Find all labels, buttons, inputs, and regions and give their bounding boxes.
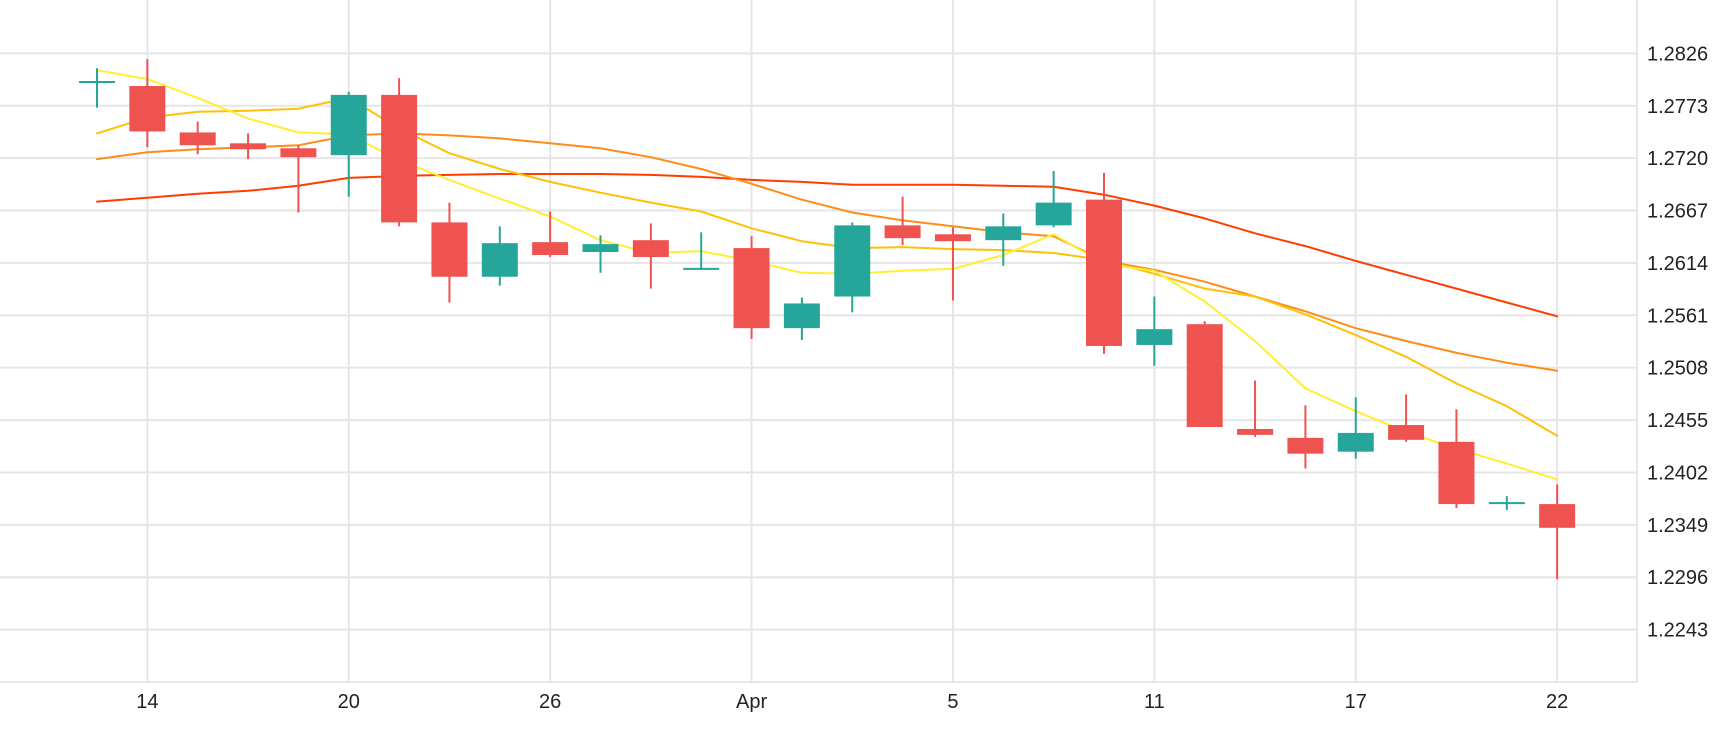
candle-up <box>985 213 1022 266</box>
candle-down <box>1438 409 1475 509</box>
candle-down <box>381 78 418 227</box>
candle-body <box>381 94 418 223</box>
candle-body <box>1337 432 1374 452</box>
candle-body <box>532 242 569 256</box>
x-tick-label: Apr <box>736 691 767 713</box>
x-axis-tick-labels: 14 20 26 Apr 5 11 17 22 <box>136 691 1568 713</box>
candle-body <box>330 94 367 156</box>
y-tick-label: 1.2614 <box>1647 253 1708 275</box>
x-tick-label: 17 <box>1345 691 1367 713</box>
candle-down <box>1237 380 1274 437</box>
y-tick-label: 1.2508 <box>1647 358 1708 380</box>
candle-body <box>632 240 669 257</box>
horizontal-gridlines <box>0 52 1637 631</box>
candle-down <box>884 196 921 246</box>
candle-down <box>230 133 267 160</box>
x-tick-label: 5 <box>947 691 958 713</box>
candle-up <box>834 222 871 313</box>
candle-down <box>280 145 317 213</box>
candle-body <box>280 148 317 158</box>
y-tick-label: 1.2296 <box>1647 567 1708 589</box>
x-tick-label: 22 <box>1546 691 1568 713</box>
candle-body <box>1287 437 1324 454</box>
candle-body <box>1186 324 1223 427</box>
x-tick-label: 20 <box>338 691 360 713</box>
candle-up <box>1337 397 1374 459</box>
candle-body <box>431 222 468 277</box>
candle-body <box>230 143 267 150</box>
candle-down <box>632 223 669 289</box>
candle-down <box>733 236 770 340</box>
candle-down <box>1388 394 1425 442</box>
x-tick-label: 14 <box>136 691 158 713</box>
candle-body <box>834 225 871 297</box>
candle-body <box>1035 202 1072 226</box>
y-tick-label: 1.2402 <box>1647 462 1708 484</box>
candle-body <box>985 226 1022 241</box>
y-tick-label: 1.2561 <box>1647 305 1708 327</box>
candle-body <box>1086 199 1122 346</box>
y-tick-label: 1.2773 <box>1647 96 1708 118</box>
x-tick-label: 26 <box>539 691 561 713</box>
candle-up <box>582 235 619 273</box>
candle-down <box>934 227 971 301</box>
y-tick-label: 1.2720 <box>1647 148 1708 170</box>
candle-down <box>179 121 216 155</box>
candle-up <box>79 68 115 108</box>
candle-body <box>783 303 820 329</box>
moving-average-lines <box>96 69 1559 481</box>
candle-body <box>179 132 216 146</box>
candles <box>79 59 1576 580</box>
y-tick-label: 1.2667 <box>1647 201 1708 223</box>
moving-average-line <box>96 173 1559 318</box>
moving-average-line <box>96 132 1559 372</box>
candle-up <box>1035 170 1072 228</box>
candle-down <box>1086 172 1122 354</box>
candle-body <box>129 85 166 132</box>
candle-down <box>1186 321 1223 427</box>
y-axis-tick-labels: 1.2826 1.2773 1.2720 1.2667 1.2614 1.2561 1.25… <box>1647 43 1708 641</box>
candle-body <box>481 243 518 277</box>
candle-down <box>1287 405 1324 469</box>
candle-body <box>884 225 921 239</box>
candle-down <box>1539 484 1576 580</box>
candle-body <box>582 244 619 253</box>
y-tick-label: 1.2243 <box>1647 620 1708 642</box>
candle-body <box>1539 504 1576 528</box>
candle-up <box>683 232 720 270</box>
candle-down <box>532 211 569 257</box>
candle-body <box>1136 329 1173 345</box>
candle-up <box>783 297 820 341</box>
moving-average-line <box>96 69 1559 481</box>
candle-down <box>129 59 166 148</box>
candle-body <box>934 234 971 242</box>
candle-up <box>330 91 367 197</box>
candle-up <box>1136 296 1173 366</box>
y-tick-label: 1.2349 <box>1647 515 1708 537</box>
candle-up <box>1488 496 1525 511</box>
x-tick-label: 11 <box>1144 691 1165 713</box>
candle-up <box>481 226 518 286</box>
candle-body <box>1388 425 1425 440</box>
candle-body <box>1237 428 1274 435</box>
candle-down <box>431 202 468 303</box>
y-tick-label: 1.2826 <box>1647 43 1708 65</box>
y-tick-label: 1.2455 <box>1647 410 1708 432</box>
candle-body <box>733 248 770 329</box>
candle-body <box>1438 441 1475 505</box>
